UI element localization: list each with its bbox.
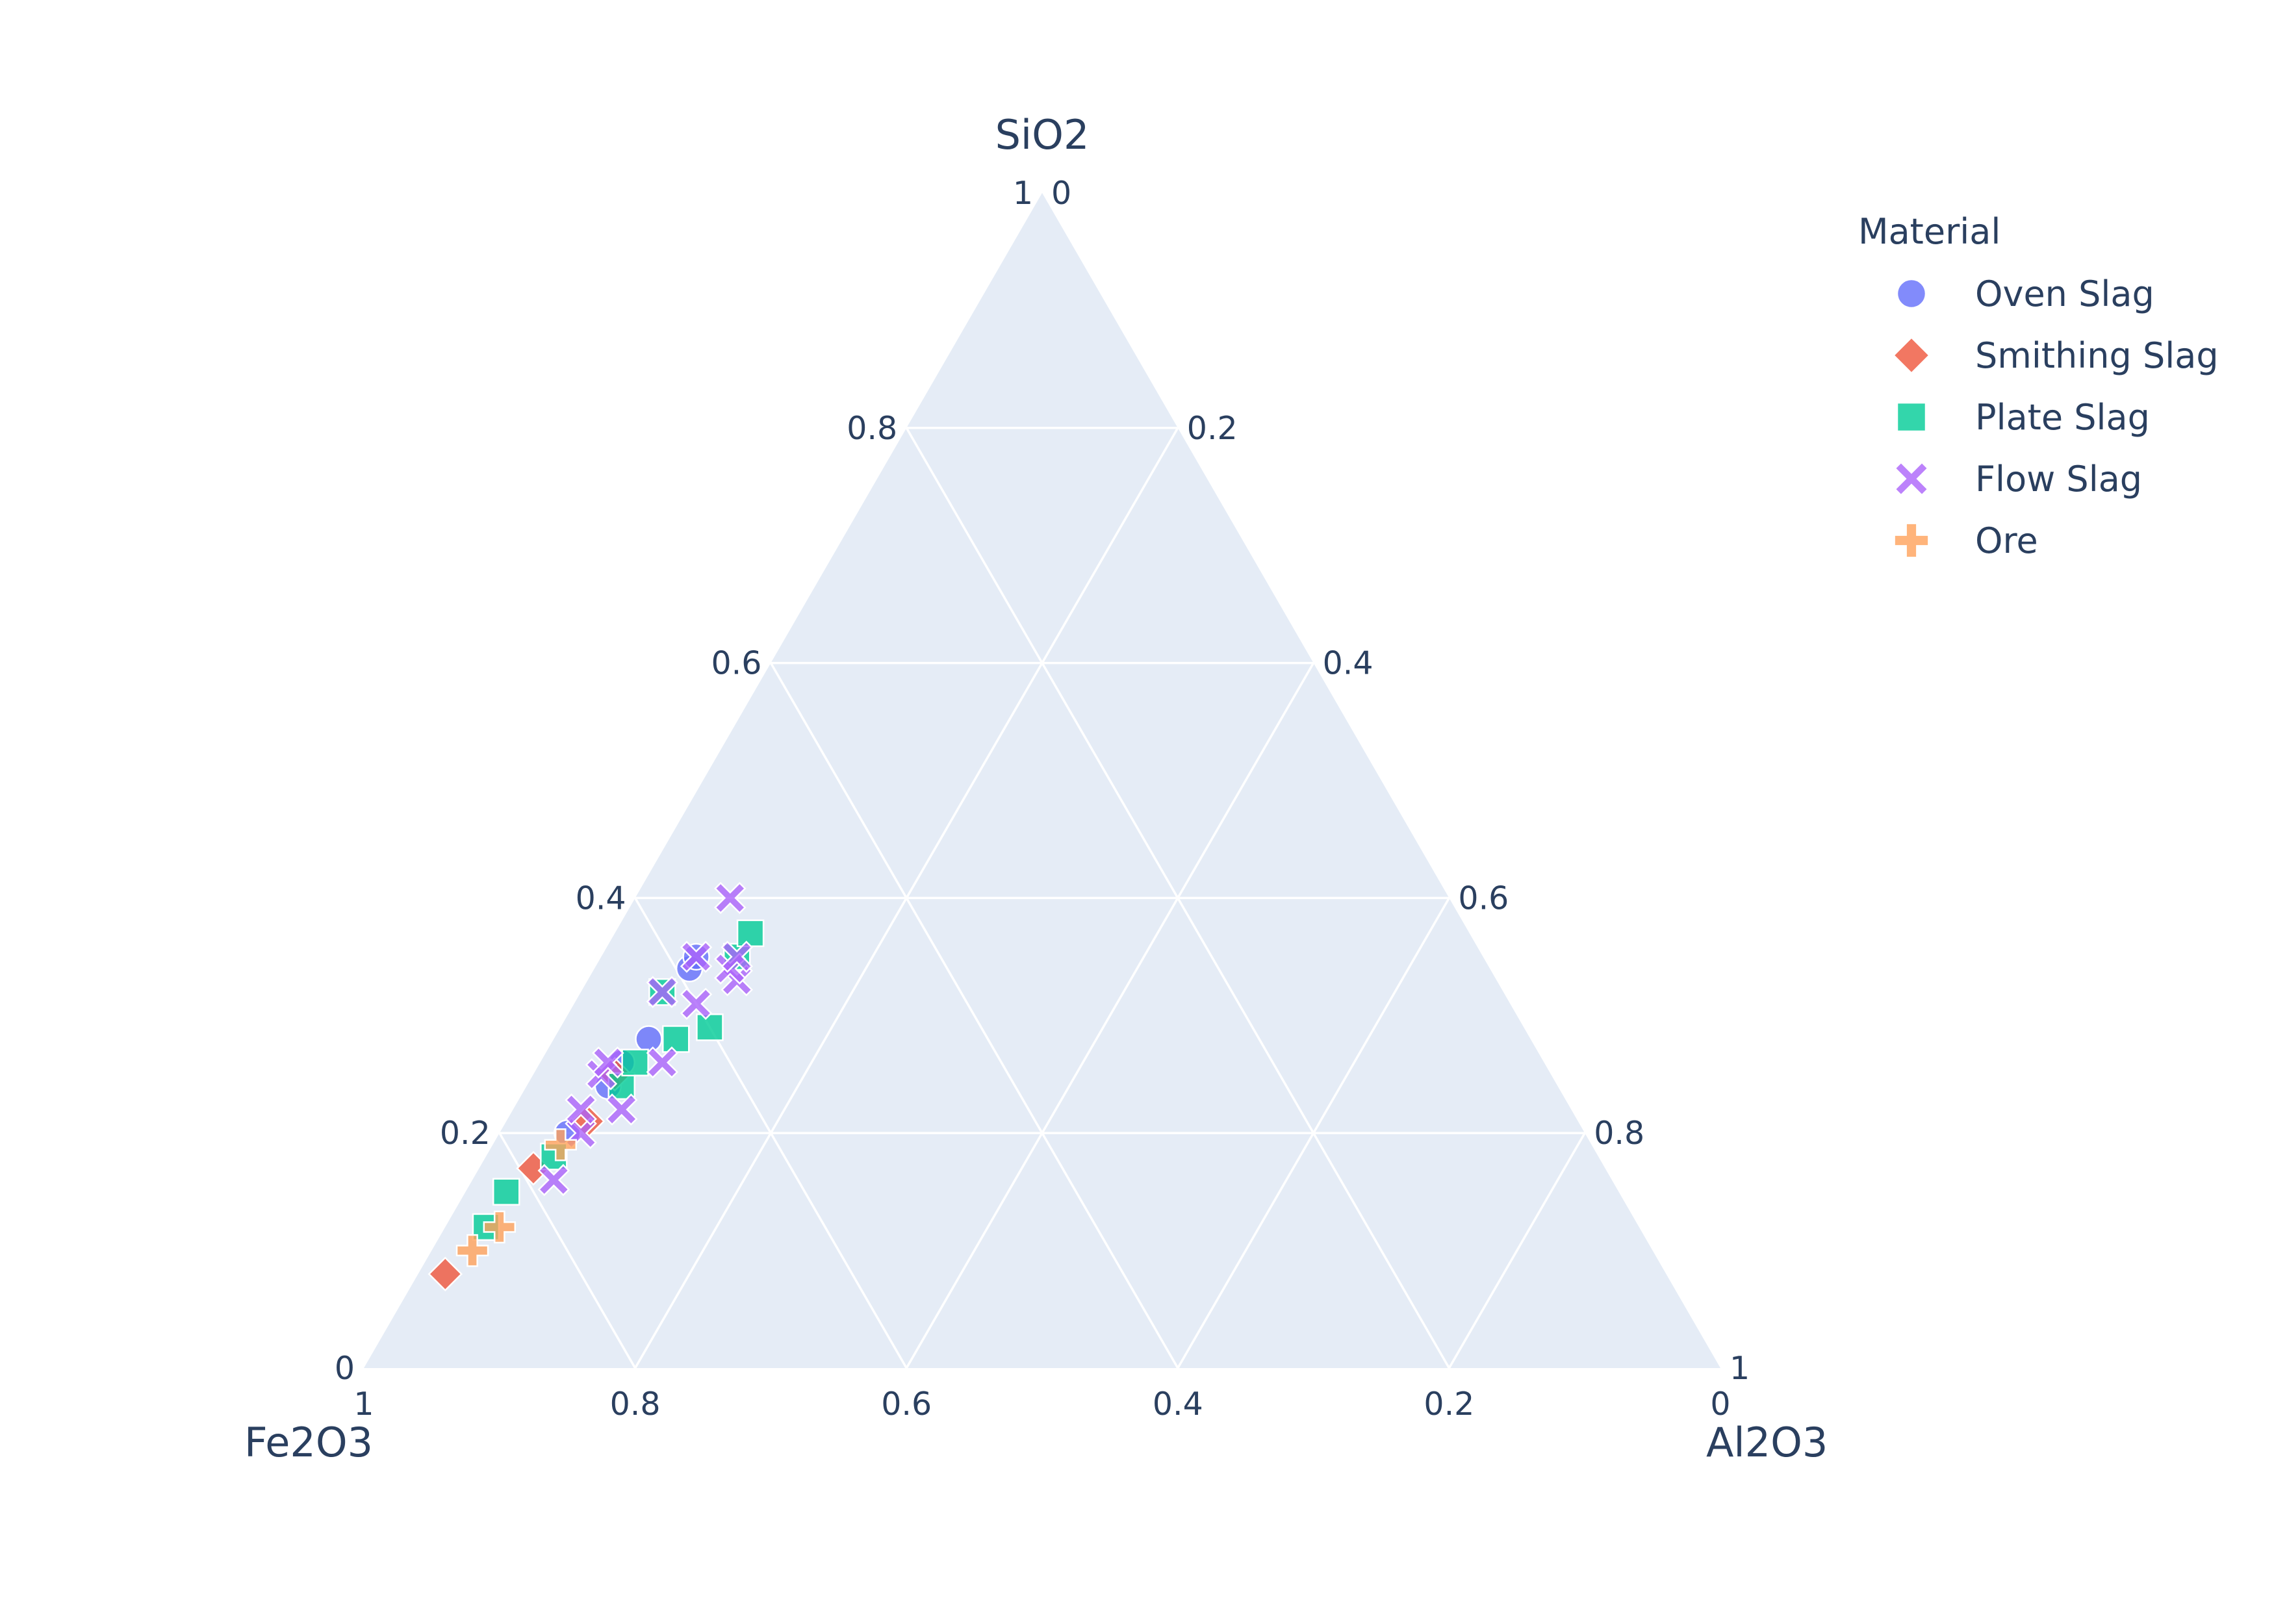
ternary-plot-area <box>364 193 1720 1368</box>
legend-label-oven-slag: Oven Slag <box>1975 273 2154 314</box>
tick-label-al2o3: 1 <box>1730 1350 1750 1387</box>
grid-line-al2o3 <box>905 662 1315 1369</box>
point-flow-slag <box>565 1093 597 1126</box>
legend-marker-plate-slag <box>1896 401 1927 433</box>
point-flow-slag <box>680 941 713 973</box>
legend-label-smithing-slag: Smithing Slag <box>1975 335 2219 376</box>
tick-label-sio2: 1 <box>1013 175 1033 212</box>
tick-label-fe2o3: 0.2 <box>1424 1386 1474 1423</box>
tick-label-al2o3: 0.6 <box>1458 880 1509 917</box>
axis-title-fe2o3: Fe2O3 <box>244 1419 373 1466</box>
axis-title-al2o3: Al2O3 <box>1706 1419 1828 1466</box>
tick-label-al2o3: 0.8 <box>1594 1115 1644 1152</box>
point-flow-slag <box>537 1163 570 1197</box>
tick-label-al2o3: 0.4 <box>1323 645 1373 682</box>
legend-marker-flow-slag <box>1893 461 1930 497</box>
tick-label-fe2o3: 0 <box>1710 1386 1730 1423</box>
point-ore <box>544 1128 578 1161</box>
legend: Material Oven Slag Smithing Slag Plate Sla… <box>1858 211 2219 561</box>
legend-marker-ore <box>1893 522 1930 559</box>
point-plate-slag <box>696 1013 724 1041</box>
legend-label-ore: Ore <box>1975 520 2038 561</box>
point-plate-slag <box>736 919 765 947</box>
tick-label-sio2: 0 <box>335 1350 355 1387</box>
grid-line-al2o3 <box>1448 1132 1586 1369</box>
point-flow-slag <box>713 882 747 915</box>
legend-marker-oven-slag <box>1896 278 1927 309</box>
tick-label-al2o3: 0.2 <box>1187 410 1238 447</box>
ternary-tick-labels: 00.20.40.60.81 00.20.40.60.8100.20.40.60.… <box>335 175 1750 1423</box>
point-flow-slag <box>605 1093 638 1126</box>
point-plate-slag <box>661 1025 690 1053</box>
point-flow-slag <box>592 1046 624 1079</box>
tick-label-sio2: 0.8 <box>847 410 897 447</box>
tick-label-fe2o3: 0.8 <box>610 1386 661 1423</box>
tick-label-fe2o3: 1 <box>353 1386 374 1423</box>
legend-marker-smithing-slag <box>1892 336 1931 375</box>
point-flow-slag <box>646 976 679 1008</box>
legend-label-plate-slag: Plate Slag <box>1975 397 2150 438</box>
tick-label-al2o3: 0 <box>1051 175 1071 212</box>
grid-line-al2o3 <box>1177 897 1450 1369</box>
point-ore <box>483 1210 517 1244</box>
point-flow-slag <box>721 941 753 973</box>
point-ore <box>455 1234 489 1267</box>
point-oven-slag <box>635 1025 663 1053</box>
axis-title-sio2: SiO2 <box>995 111 1090 159</box>
data-points <box>428 882 765 1292</box>
point-flow-slag <box>646 1046 679 1079</box>
grid-line-fe2o3 <box>769 662 1179 1369</box>
point-plate-slag <box>621 1048 649 1076</box>
tick-label-sio2: 0.6 <box>711 645 761 682</box>
tick-label-fe2o3: 0.4 <box>1153 1386 1203 1423</box>
point-smithing-slag <box>428 1256 463 1292</box>
point-flow-slag <box>680 987 713 1020</box>
tick-label-fe2o3: 0.6 <box>881 1386 932 1423</box>
tick-label-sio2: 0.2 <box>440 1115 491 1152</box>
tick-label-sio2: 0.4 <box>576 880 626 917</box>
legend-title: Material <box>1858 211 2000 252</box>
point-plate-slag <box>492 1178 520 1206</box>
legend-label-flow-slag: Flow Slag <box>1975 459 2142 500</box>
